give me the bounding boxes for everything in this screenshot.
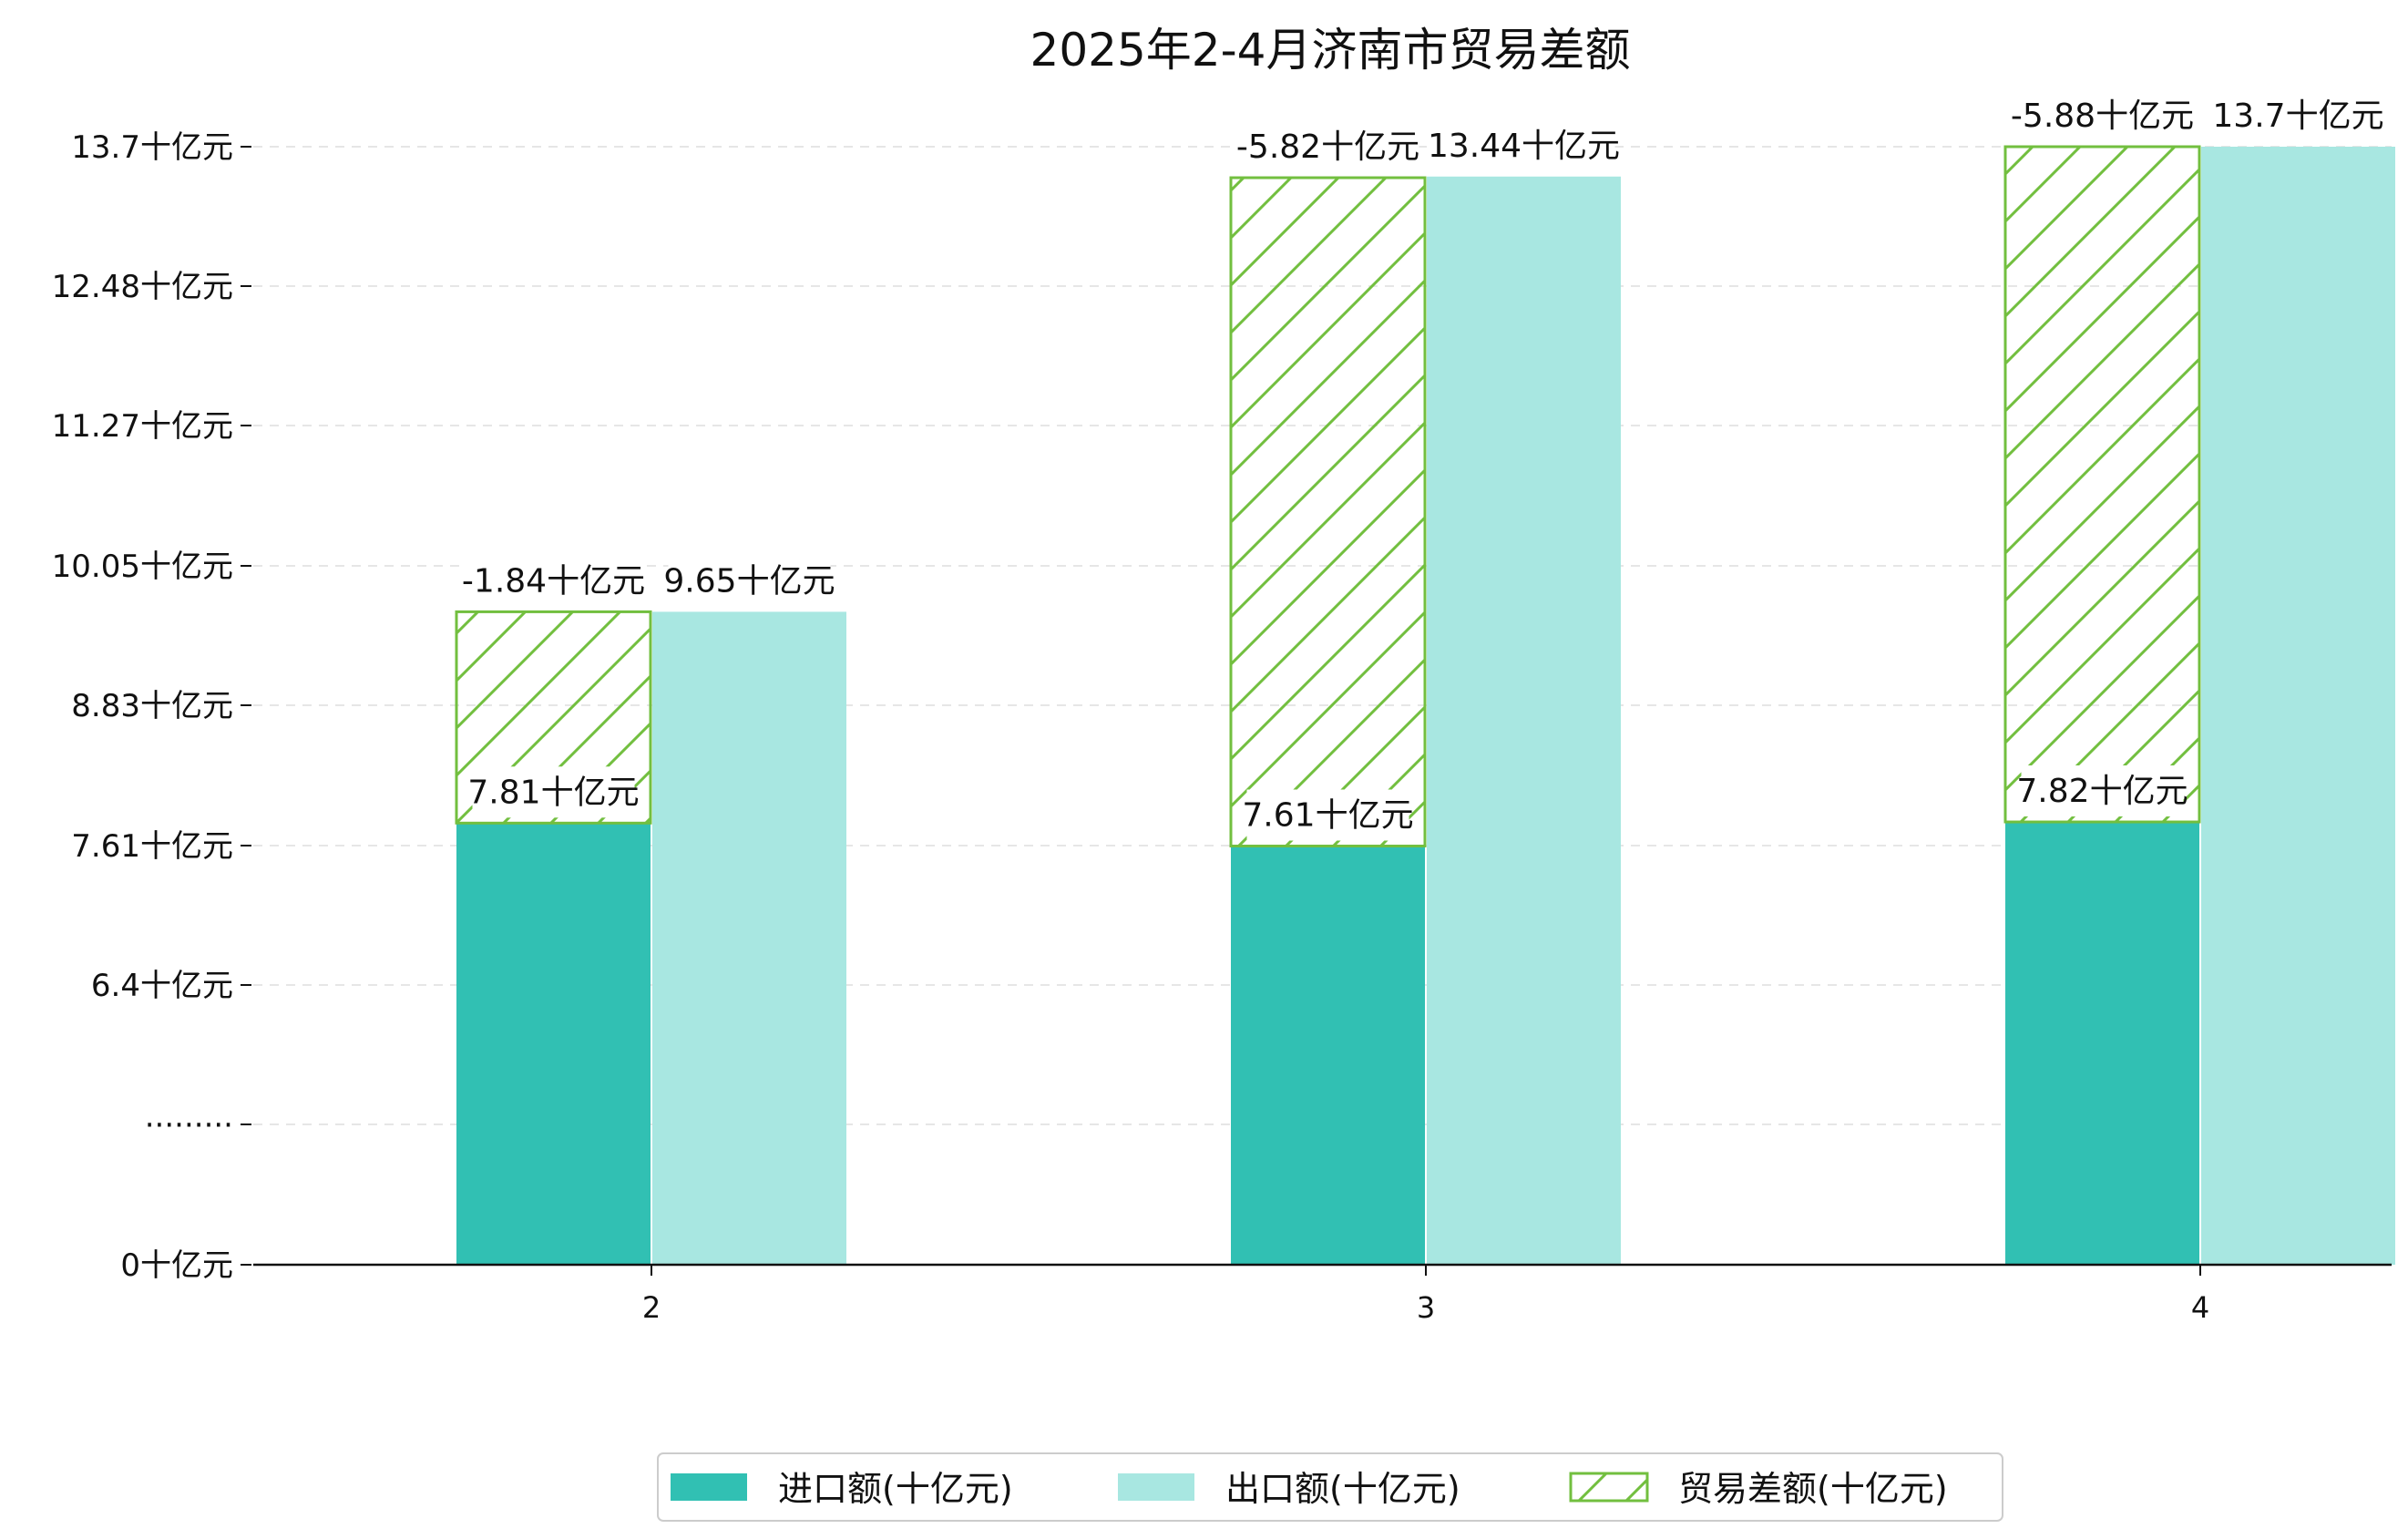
export-value-label: 9.65十亿元 xyxy=(663,562,835,600)
trade-balance-value-label: -5.82十亿元 xyxy=(1236,128,1419,166)
y-tick-label: 0十亿元 xyxy=(120,1247,233,1284)
export-value-label-bg xyxy=(1432,119,1615,171)
trade-balance-value-label: -1.84十亿元 xyxy=(462,562,645,600)
data-labels: 9.65十亿元 -1.84十亿元 7.81十亿元 13.44十亿元-5.82十亿元 7.… xyxy=(462,90,2384,841)
import-value-label: 7.82十亿元 xyxy=(2016,773,2188,810)
export-bar xyxy=(652,611,846,1265)
x-tick-label: 4 xyxy=(2191,1290,2209,1325)
export-value-label-bg xyxy=(2217,90,2380,141)
import-value-label: 7.61十亿元 xyxy=(1242,797,1413,835)
legend-swatch xyxy=(1118,1473,1194,1501)
y-tick-label: 13.7十亿元 xyxy=(71,129,233,166)
legend-label: 出口额(十亿元) xyxy=(1225,1469,1460,1509)
export-value-label: 13.7十亿元 xyxy=(2212,97,2383,135)
y-tick-label: 7.61十亿元 xyxy=(71,828,233,865)
import-bar xyxy=(1231,846,1425,1265)
legend-label: 贸易差额(十亿元) xyxy=(1678,1469,1948,1509)
x-tick-label: 2 xyxy=(642,1290,661,1325)
export-bar xyxy=(1427,176,1621,1266)
import-value-label-bg xyxy=(472,766,635,818)
legend: 进口额(十亿元) 出口额(十亿元) 贸易差额(十亿元) xyxy=(657,1452,2003,1522)
chart-title: 2025年2-4月济南市贸易差额 xyxy=(1030,24,1631,77)
trade-balance-bar xyxy=(2003,145,2201,824)
trade-balance-value-label-bg xyxy=(2011,90,2194,141)
export-value-label: 13.44十亿元 xyxy=(1428,128,1620,165)
y-tick-label: 6.4十亿元 xyxy=(91,968,233,1004)
legend-swatch xyxy=(1569,1472,1649,1503)
y-tick-label: 10.05十亿元 xyxy=(52,549,233,585)
export-bar xyxy=(2201,147,2395,1265)
trade-balance-value-label: -5.88十亿元 xyxy=(2011,97,2194,135)
trade-balance-bar xyxy=(1229,176,1427,848)
x-tick-label: 3 xyxy=(1417,1290,1435,1325)
export-value-label-bg xyxy=(668,555,831,607)
legend-label: 进口额(十亿元) xyxy=(778,1469,1013,1509)
axes: 0十亿元 ········· 6.4十亿元 7.61十亿元 8.83十亿元 10.05十亿… xyxy=(52,129,2392,1325)
import-bar xyxy=(2005,822,2199,1265)
trade-balance-value-label-bg xyxy=(462,555,645,607)
import-value-label: 7.81十亿元 xyxy=(467,774,639,811)
y-tick-label: ········· xyxy=(145,1107,233,1144)
y-tick-label: 11.27十亿元 xyxy=(52,408,233,445)
legend-swatch xyxy=(671,1473,747,1501)
y-tick-label: 12.48十亿元 xyxy=(52,269,233,305)
trade-balance-value-label-bg xyxy=(1236,121,1419,173)
import-value-label-bg xyxy=(2021,765,2184,817)
import-value-label-bg xyxy=(1246,789,1409,841)
y-tick-label: 8.83十亿元 xyxy=(71,688,233,724)
bars xyxy=(455,145,2395,1266)
import-bar xyxy=(456,823,651,1265)
legend-frame xyxy=(657,1452,2003,1522)
